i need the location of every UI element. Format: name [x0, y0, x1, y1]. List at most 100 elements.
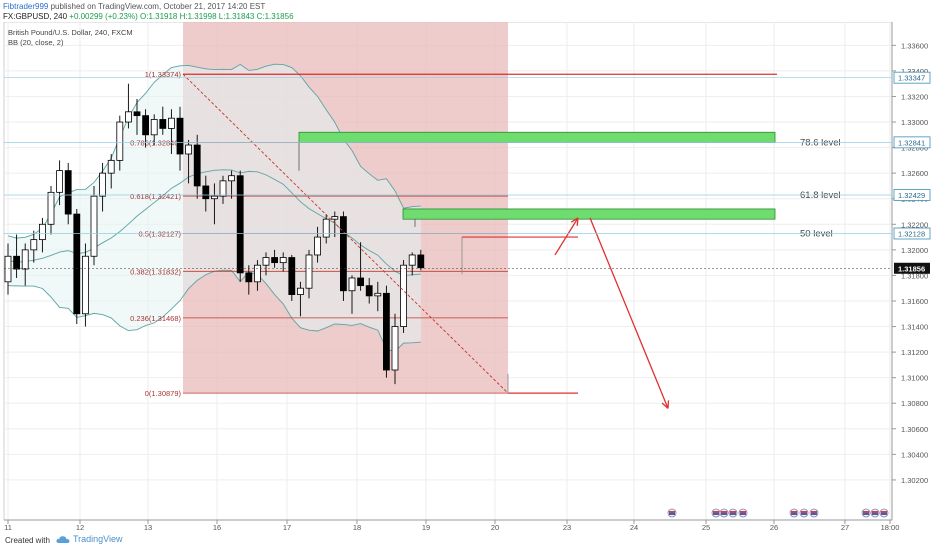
time-axis[interactable]: 11 12 13 16 17 18 19 20 23 24 25 26 27 18:00 — [4, 519, 899, 532]
candle-body — [150, 119, 158, 136]
level-note: 61.8 level — [800, 190, 841, 201]
candle — [13, 234, 21, 278]
candle — [382, 285, 390, 378]
candle — [331, 211, 339, 238]
candle-body — [305, 254, 313, 289]
price-chart[interactable]: 1(1.33374) 0.786(1.32840) 0.618(1.32421) 0.… — [0, 22, 932, 532]
candle — [82, 243, 89, 327]
event-stripe — [721, 511, 727, 513]
brand-name: TradingView — [73, 534, 123, 544]
event-stripe — [791, 511, 797, 513]
candle-body — [210, 195, 218, 200]
price-tick-label: 1.33000 — [901, 118, 928, 127]
last-price-box — [894, 262, 930, 274]
event-stripe — [872, 513, 878, 515]
candle-body — [202, 185, 210, 200]
time-tick-label: 20 — [491, 523, 499, 532]
candle-body — [142, 115, 150, 136]
price-tick-label: 1.31800 — [901, 271, 928, 280]
event-flag-icon — [738, 508, 748, 518]
candle-body — [30, 239, 38, 251]
candle — [357, 242, 365, 291]
candle-body — [279, 257, 287, 264]
ohlc-line: FX:GBPUSD, 240 +0.00299 (+0.23%) O:1.319… — [3, 12, 294, 21]
time-tick-label: 16 — [213, 523, 221, 532]
candle-body — [125, 111, 132, 123]
price-label-box — [893, 71, 931, 84]
time-tick-label: 12 — [76, 523, 84, 532]
arrow-up-head — [570, 217, 579, 223]
price-tick-label: 1.31400 — [901, 323, 928, 332]
candle-body — [365, 285, 373, 297]
price-label: 1.32841 — [898, 138, 925, 147]
candle-body — [99, 172, 106, 197]
candle-body — [228, 175, 236, 182]
indicator-legend: BB (20, close, 2) — [8, 38, 64, 47]
candle-body — [47, 191, 55, 225]
candle-body — [400, 264, 408, 327]
price-tick-label: 1.32200 — [901, 220, 928, 229]
candle-body — [322, 218, 330, 238]
price-tick-label: 1.32600 — [901, 169, 928, 178]
candle — [262, 252, 270, 276]
event-stripe — [730, 511, 736, 513]
candle-body — [331, 216, 339, 220]
price-label: 1.32128 — [898, 229, 925, 238]
candle — [21, 243, 29, 286]
tradingview-logo[interactable]: TradingView — [56, 534, 123, 544]
candle-body — [21, 249, 29, 270]
price-tick-label: 1.30600 — [901, 425, 928, 434]
candle-body — [39, 223, 46, 241]
event-stripe — [881, 513, 887, 515]
candle — [30, 230, 38, 263]
arrow-up-head — [576, 217, 579, 226]
event-stripe — [669, 511, 675, 513]
candle-body — [262, 257, 270, 266]
price-tick-label: 1.32000 — [901, 246, 928, 255]
candle-body — [219, 180, 227, 197]
candle-body — [133, 111, 141, 117]
candle — [348, 275, 356, 314]
event-flag-icon — [789, 508, 799, 518]
candle-body — [417, 254, 425, 269]
candle-body — [73, 213, 81, 315]
candle — [339, 211, 347, 301]
price-label: 1.33347 — [898, 74, 925, 83]
candle — [236, 170, 244, 282]
candle-body — [107, 159, 115, 174]
price-axis[interactable]: 1.336001.334001.332001.330001.328001.326… — [4, 22, 931, 520]
price-label-box — [893, 136, 931, 149]
event-stripe — [721, 513, 727, 515]
candle — [107, 153, 115, 189]
event-stripe — [713, 513, 719, 515]
candle — [64, 162, 72, 225]
author-link[interactable]: Fibtrader999 — [3, 2, 49, 11]
green-zones: 78.6 level 61.8 level 50 level — [298, 131, 841, 239]
arrow-down-head — [661, 402, 669, 409]
price-tick-label: 1.33400 — [901, 67, 928, 76]
price-tick-label: 1.30200 — [901, 476, 928, 485]
price-tick-label: 1.30800 — [901, 399, 928, 408]
event-stripe — [791, 513, 797, 515]
candle-body — [296, 287, 304, 295]
change-value: +0.00299 (+0.23%) — [69, 12, 138, 21]
level-note: 78.6 level — [800, 137, 841, 148]
publication-line: Fibtrader999 published on TradingView.co… — [3, 2, 265, 11]
candle-body — [56, 170, 63, 193]
candle-body — [4, 255, 12, 283]
low-value: L:1.31843 — [218, 12, 255, 21]
fib-label: 1(1.33374) — [145, 70, 182, 79]
candle — [39, 217, 46, 253]
candle-body — [408, 254, 416, 266]
event-stripe — [811, 513, 817, 515]
candle — [56, 160, 63, 206]
candle-body — [13, 255, 21, 270]
event-flag-icon — [809, 508, 819, 518]
fib-label: 0.5(1.32127) — [138, 230, 181, 239]
candle — [288, 254, 296, 301]
candle — [176, 106, 184, 171]
price-label-box — [893, 189, 931, 201]
time-tick-label: 27 — [841, 523, 849, 532]
time-tick-label: 24 — [630, 523, 638, 532]
candle-body — [236, 175, 244, 274]
